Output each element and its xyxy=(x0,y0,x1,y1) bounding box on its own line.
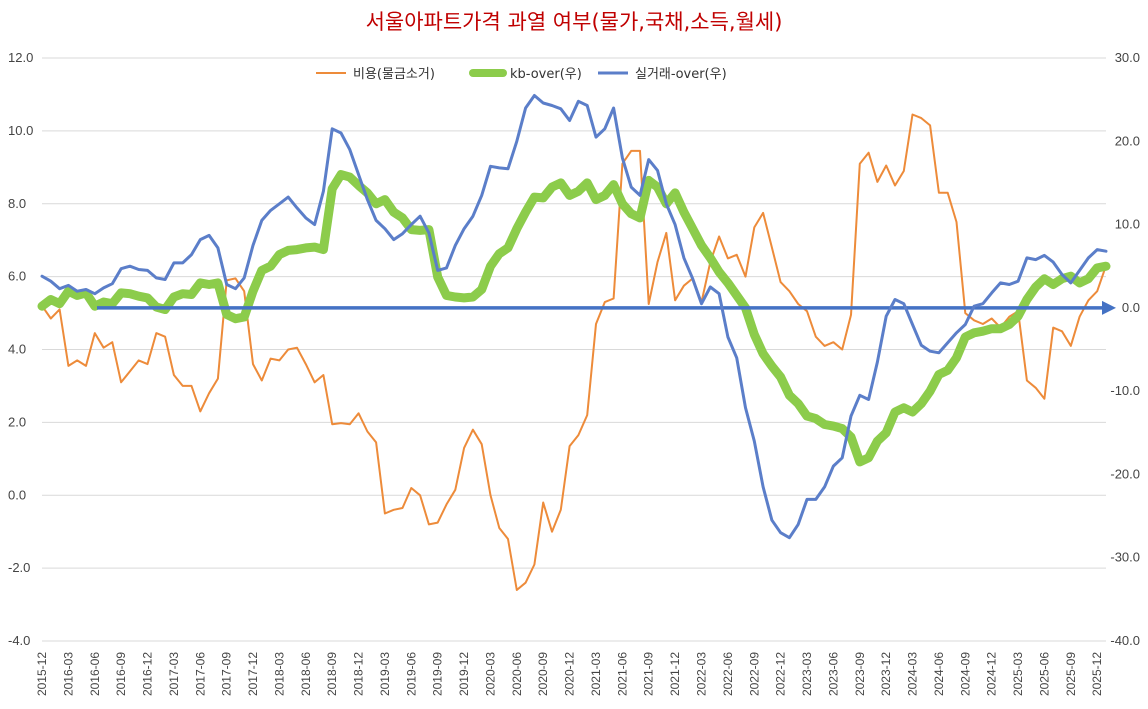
x-tick-label: 2016-12 xyxy=(141,652,155,696)
x-tick-label: 2025-12 xyxy=(1090,652,1104,696)
x-tick-label: 2022-09 xyxy=(747,652,761,696)
right-tick-label: 10.0 xyxy=(1115,217,1140,232)
right-tick-label: 20.0 xyxy=(1115,133,1140,148)
legend: 비용(물금소거) kb-over(우) 실거래-over(우) xyxy=(316,67,727,82)
x-tick-label: 2023-12 xyxy=(879,652,893,696)
x-tick-label: 2024-03 xyxy=(906,652,920,696)
left-tick-label: -4.0 xyxy=(8,633,30,648)
x-tick-label: 2016-06 xyxy=(88,652,102,696)
x-tick-label: 2025-09 xyxy=(1064,652,1078,696)
left-axis: -4.0 -2.0 0.0 2.0 4.0 6.0 8.0 10.0 12.0 xyxy=(8,50,33,648)
left-tick-label: 10.0 xyxy=(8,123,33,138)
legend-label-cost: 비용(물금소거) xyxy=(353,67,435,82)
x-tick-label: 2023-03 xyxy=(800,652,814,696)
x-tick-label: 2024-09 xyxy=(958,652,972,696)
right-tick-label: -10.0 xyxy=(1110,383,1140,398)
legend-label-kb: kb-over(우) xyxy=(510,67,582,82)
right-tick-label: 0.0 xyxy=(1122,300,1140,315)
left-tick-label: 6.0 xyxy=(8,269,26,284)
x-tick-label: 2017-12 xyxy=(246,652,260,696)
x-tick-label: 2019-03 xyxy=(378,652,392,696)
x-tick-label: 2020-12 xyxy=(563,652,577,696)
x-tick-label: 2022-03 xyxy=(695,652,709,696)
series-line-kb xyxy=(37,170,1111,467)
right-axis: -40.0 -30.0 -20.0 -10.0 0.0 10.0 20.0 30.0 xyxy=(1110,50,1140,648)
x-tick-label: 2023-09 xyxy=(853,652,867,696)
x-tick-label: 2015-12 xyxy=(35,652,49,696)
x-tick-label: 2018-03 xyxy=(272,652,286,696)
x-tick-label: 2023-06 xyxy=(826,652,840,696)
baseline-arrow-head xyxy=(1102,300,1116,315)
right-tick-label: 30.0 xyxy=(1115,50,1140,65)
x-tick-label: 2020-06 xyxy=(510,652,524,696)
x-tick-label: 2021-03 xyxy=(589,652,603,696)
x-tick-label: 2021-12 xyxy=(668,652,682,696)
series-layer xyxy=(37,94,1116,591)
x-tick-label: 2016-03 xyxy=(61,652,75,696)
x-tick-label: 2018-09 xyxy=(325,652,339,696)
x-tick-label: 2022-06 xyxy=(721,652,735,696)
left-tick-label: 8.0 xyxy=(8,196,26,211)
x-tick-label: 2019-12 xyxy=(457,652,471,696)
left-tick-label: 2.0 xyxy=(8,414,26,429)
x-tick-label: 2018-12 xyxy=(352,652,366,696)
right-tick-label: -20.0 xyxy=(1110,466,1140,481)
x-tick-label: 2018-06 xyxy=(299,652,313,696)
right-tick-label: -30.0 xyxy=(1110,550,1140,565)
gridlines xyxy=(42,57,1106,642)
x-tick-label: 2025-03 xyxy=(1011,652,1025,696)
x-tick-label: 2024-06 xyxy=(932,652,946,696)
series-line-real xyxy=(40,94,1108,540)
x-tick-label: 2022-12 xyxy=(774,652,788,696)
x-tick-label: 2019-09 xyxy=(431,652,445,696)
right-tick-label: -40.0 xyxy=(1110,633,1140,648)
x-tick-label: 2025-06 xyxy=(1037,652,1051,696)
x-tick-label: 2024-12 xyxy=(985,652,999,696)
legend-label-real: 실거래-over(우) xyxy=(635,67,727,82)
x-tick-label: 2017-09 xyxy=(220,652,234,696)
x-tick-label: 2020-03 xyxy=(483,652,497,696)
x-tick-label: 2020-09 xyxy=(536,652,550,696)
x-axis: 2015-12 2016-03 2016-06 2016-09 2016-12 2017-… xyxy=(35,652,1104,696)
x-tick-label: 2017-06 xyxy=(193,652,207,696)
x-tick-label: 2021-09 xyxy=(642,652,656,696)
x-tick-label: 2017-03 xyxy=(167,652,181,696)
left-tick-label: -2.0 xyxy=(8,560,30,575)
x-tick-label: 2016-09 xyxy=(114,652,128,696)
x-tick-label: 2019-06 xyxy=(404,652,418,696)
left-tick-label: 0.0 xyxy=(8,487,26,502)
x-tick-label: 2021-06 xyxy=(615,652,629,696)
series-line-cost xyxy=(41,113,1107,591)
left-tick-label: 4.0 xyxy=(8,342,26,357)
chart-title: 서울아파트가격 과열 여부(물가,국채,소득,월세) xyxy=(366,10,783,34)
left-tick-label: 12.0 xyxy=(8,50,33,65)
